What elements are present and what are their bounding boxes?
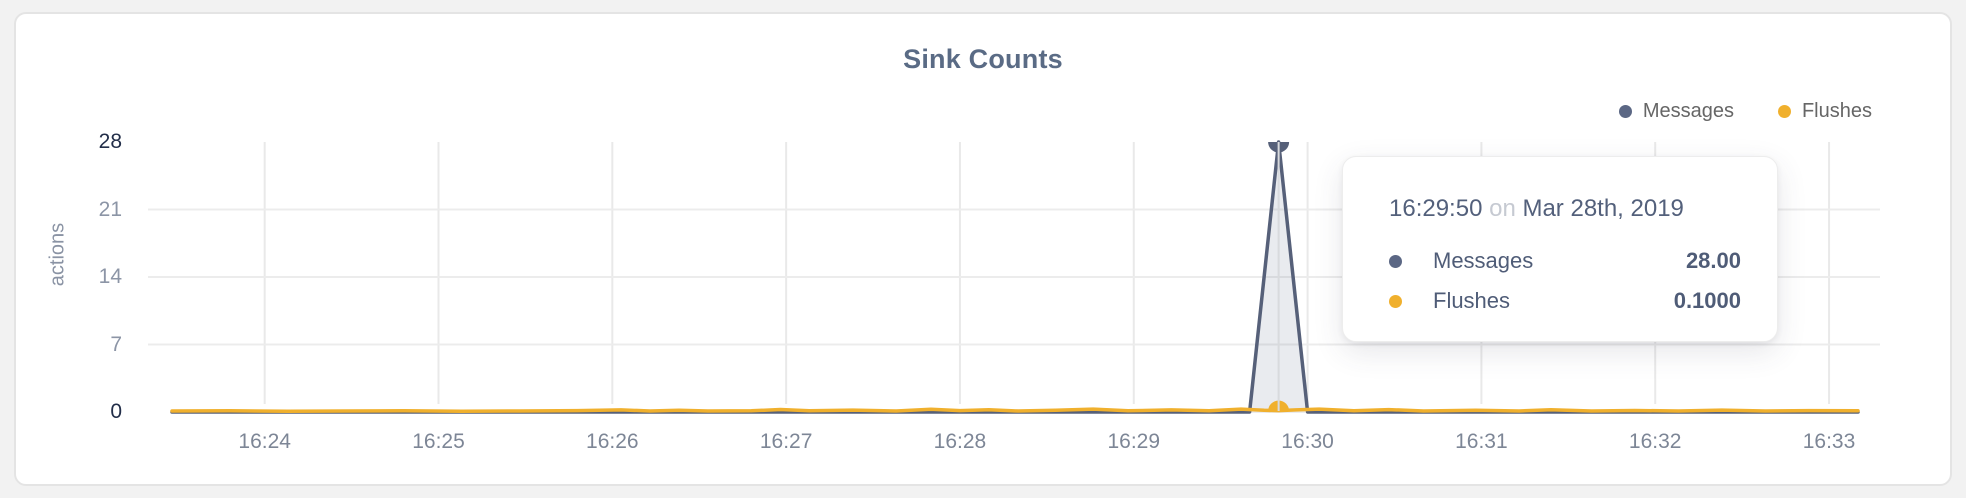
messages-series-dot-icon xyxy=(1389,254,1402,268)
chart-title: Sink Counts xyxy=(903,44,1063,74)
tooltip-value-messages: 28.00 xyxy=(1685,248,1741,273)
hover-tooltip: 16:29:50 on Mar 28th, 2019 Messages 28.0… xyxy=(1342,156,1778,342)
tooltip-row-flushes: Flushes 0.1000 xyxy=(1389,281,1741,321)
series-line-flushes xyxy=(170,407,1860,413)
legend-label-messages: Messages xyxy=(1642,100,1734,122)
legend-item-flushes[interactable]: Flushes xyxy=(1777,100,1872,123)
legend-label-flushes: Flushes xyxy=(1801,100,1872,122)
tooltip-label-messages: Messages xyxy=(1433,248,1534,273)
tooltip-value-flushes: 0.1000 xyxy=(1673,288,1741,313)
flushes-series-dot-icon xyxy=(1777,105,1791,118)
tooltip-date: Mar 28th, 2019 xyxy=(1522,195,1684,222)
tooltip-header: 16:29:50 on Mar 28th, 2019 xyxy=(1389,195,1741,223)
messages-series-dot-icon xyxy=(1618,105,1632,118)
legend: Messages Flushes xyxy=(1618,100,1872,123)
tooltip-label-flushes: Flushes xyxy=(1433,288,1511,313)
flushes-series-dot-icon xyxy=(1389,294,1402,308)
tooltip-conjunction: on xyxy=(1489,195,1516,222)
tooltip-time: 16:29:50 xyxy=(1389,195,1483,222)
y-axis-title: actions xyxy=(46,222,69,287)
legend-item-messages[interactable]: Messages xyxy=(1618,100,1734,123)
tooltip-row-messages: Messages 28.00 xyxy=(1389,241,1741,281)
